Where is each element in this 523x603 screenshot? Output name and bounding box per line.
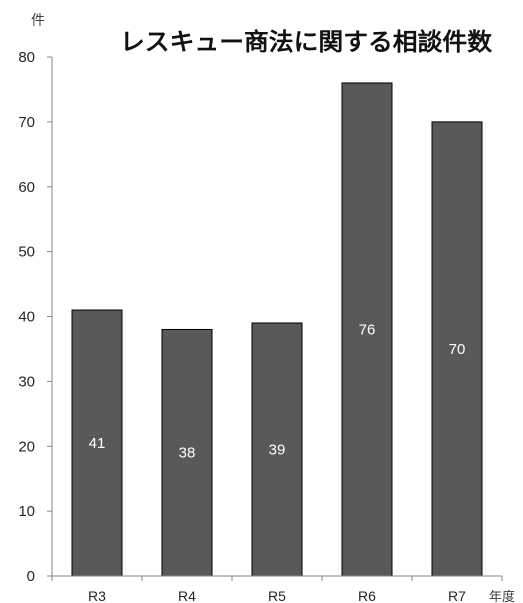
bar-R7: [431, 121, 483, 577]
data-label-R3: 41: [89, 435, 106, 452]
bar-R3: [71, 309, 123, 577]
y-tick-label: 20: [18, 438, 35, 455]
chart-title: レスキュー商法に関する相談件数: [120, 28, 493, 56]
y-tick-label: 80: [18, 49, 35, 66]
y-tick-label: 60: [18, 179, 35, 196]
data-labels: 41 38 39 76 70: [89, 321, 466, 461]
y-tick-label: 40: [18, 309, 35, 326]
y-tick-label: 50: [18, 244, 35, 261]
data-label-R7: 70: [449, 341, 466, 358]
bar-R6: [341, 82, 393, 577]
y-tick-label: 0: [27, 568, 35, 585]
data-label-R6: 76: [359, 321, 376, 338]
y-tick-label: 70: [18, 114, 35, 131]
bars: [71, 82, 483, 577]
bar-R4: [161, 328, 213, 577]
y-axis-ticks: 0 10 20 30 40 50 60 70 80: [18, 49, 52, 585]
y-axis-unit-label: 件: [31, 13, 45, 29]
x-tick-label-R3: R3: [88, 588, 106, 603]
x-tick-label-R4: R4: [178, 588, 196, 603]
x-tick-label-R7: R7: [448, 588, 466, 603]
y-tick-label: 30: [18, 373, 35, 390]
x-axis-unit-label: 年度: [489, 589, 515, 603]
x-tick-label-R5: R5: [268, 588, 286, 603]
bar-R5: [251, 322, 303, 577]
y-tick-label: 10: [18, 503, 35, 520]
x-tick-label-R6: R6: [358, 588, 376, 603]
data-label-R4: 38: [179, 445, 196, 462]
data-label-R5: 39: [269, 441, 286, 458]
x-axis-ticks: R3 R4 R5 R6 R7: [51, 576, 503, 603]
